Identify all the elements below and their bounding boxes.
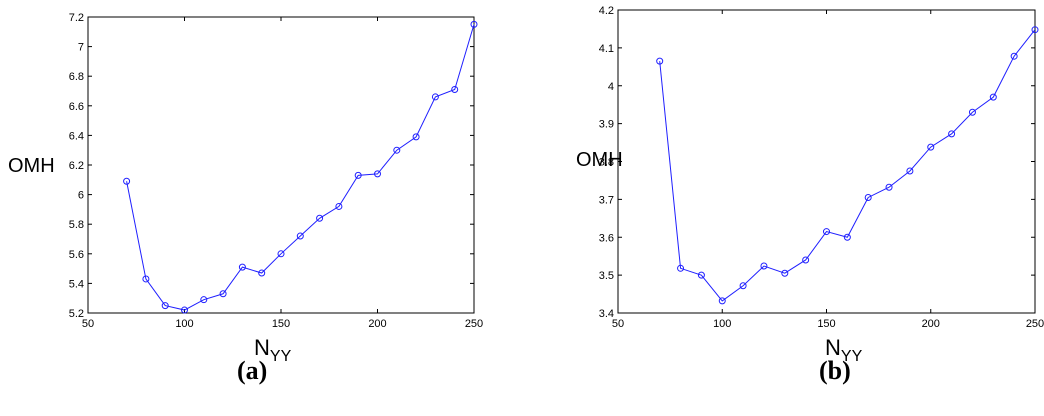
data-point-marker xyxy=(968,108,976,116)
data-point-marker xyxy=(948,130,956,138)
x-axis-label-subscript: YY xyxy=(270,348,292,365)
data-point-marker xyxy=(906,167,914,175)
y-tick-label: 5.6 xyxy=(69,249,84,261)
chart-panel-b: 50 100 150 200 250 3.4 3.5 3.6 3.7 3.8 3.9 4 4.1 4.2 O… xyxy=(522,0,1044,416)
data-point-marker xyxy=(335,202,343,210)
x-axis-label-subscript: YY xyxy=(841,348,863,365)
y-tick-label: 7.2 xyxy=(69,12,84,24)
data-point-marker xyxy=(123,177,131,185)
data-point-marker xyxy=(412,133,420,141)
y-tick-label: 3.5 xyxy=(599,270,614,282)
data-point-marker xyxy=(431,93,439,101)
x-axis-label-main: N xyxy=(825,335,841,360)
data-point-marker xyxy=(781,269,789,277)
y-tick-label: 6.4 xyxy=(69,130,84,142)
y-tick-label: 3.4 xyxy=(599,308,614,320)
data-point-marker xyxy=(316,214,324,222)
y-tick-label: 4.1 xyxy=(599,43,614,55)
x-tick-label: 100 xyxy=(713,318,731,330)
data-point-marker xyxy=(393,146,401,154)
y-tick-label: 5.8 xyxy=(69,219,84,231)
x-tick-label: 100 xyxy=(175,318,193,330)
x-tick-label: 150 xyxy=(817,318,835,330)
x-tick-label: 250 xyxy=(1026,318,1044,330)
data-point-marker xyxy=(677,264,685,272)
x-tick-label: 200 xyxy=(368,318,386,330)
series-line xyxy=(126,24,475,311)
data-point-marker xyxy=(1010,52,1018,60)
x-axis-label-main: N xyxy=(254,335,270,360)
data-point-marker xyxy=(760,262,768,270)
x-tick-label: 50 xyxy=(612,318,624,330)
data-point-marker xyxy=(470,20,478,28)
line-chart-a: 50 100 150 200 250 5.2 5.4 5.6 5.8 6 6.2 6.4 6.6 6.8 7… xyxy=(8,12,483,365)
y-tick-label: 6.8 xyxy=(69,71,84,83)
y-tick-label: 3.7 xyxy=(599,194,614,206)
y-tick-label: 4 xyxy=(608,81,614,93)
y-tick-label: 3.8 xyxy=(599,157,614,169)
data-point-marker xyxy=(1031,26,1039,34)
y-axis-label: OMH xyxy=(576,149,623,171)
data-point-marker xyxy=(238,263,246,271)
y-tick-label: 7 xyxy=(78,42,84,54)
data-point-marker xyxy=(200,296,208,304)
y-tick-label: 5.2 xyxy=(69,308,84,320)
data-point-marker xyxy=(697,271,705,279)
data-point-marker xyxy=(296,232,304,240)
data-point-marker xyxy=(864,193,872,201)
series-line xyxy=(659,29,1036,302)
data-point-marker xyxy=(142,275,150,283)
x-tick-label: 200 xyxy=(922,318,940,330)
caption-b: (b) xyxy=(819,356,851,385)
data-point-marker xyxy=(181,306,188,314)
data-point-marker xyxy=(374,170,381,178)
y-tick-label: 6 xyxy=(78,190,84,202)
data-point-marker xyxy=(802,256,810,264)
data-point-marker xyxy=(451,86,459,94)
x-axis-label: NYY xyxy=(254,335,292,365)
data-point-marker xyxy=(823,228,830,236)
data-point-marker xyxy=(656,57,664,65)
data-point-marker xyxy=(927,143,935,151)
y-tick-label: 5.4 xyxy=(69,278,84,290)
x-tick-label: 250 xyxy=(465,318,483,330)
caption-a: (a) xyxy=(237,356,268,385)
data-point-marker xyxy=(885,183,893,191)
data-point-marker xyxy=(718,297,726,305)
data-point-marker xyxy=(161,302,169,310)
y-tick-label: 3.9 xyxy=(599,119,614,131)
data-point-marker xyxy=(258,269,266,277)
y-tick-label: 6.2 xyxy=(69,160,84,172)
data-point-marker xyxy=(739,282,747,290)
plot-area-frame xyxy=(87,16,475,314)
data-point-marker xyxy=(219,290,227,298)
data-point-marker xyxy=(277,250,285,258)
x-axis-label: NYY xyxy=(825,335,863,365)
data-point-marker xyxy=(843,233,851,241)
data-point-marker xyxy=(354,171,362,179)
x-tick-label: 50 xyxy=(82,318,94,330)
data-point-marker xyxy=(989,93,997,101)
y-tick-label: 6.6 xyxy=(69,101,84,113)
x-tick-label: 150 xyxy=(272,318,290,330)
plot-area-frame xyxy=(617,9,1036,314)
chart-panel-a: 50 100 150 200 250 5.2 5.4 5.6 5.8 6 6.2 6.4 6.6 6.8 7… xyxy=(8,12,483,385)
line-chart-b: 50 100 150 200 250 3.4 3.5 3.6 3.7 3.8 3.9 4 4.1 4.2 O… xyxy=(576,5,1044,365)
y-tick-label: 3.6 xyxy=(599,232,614,244)
y-tick-label: 4.2 xyxy=(599,5,614,17)
y-axis-label: OMH xyxy=(8,155,55,177)
